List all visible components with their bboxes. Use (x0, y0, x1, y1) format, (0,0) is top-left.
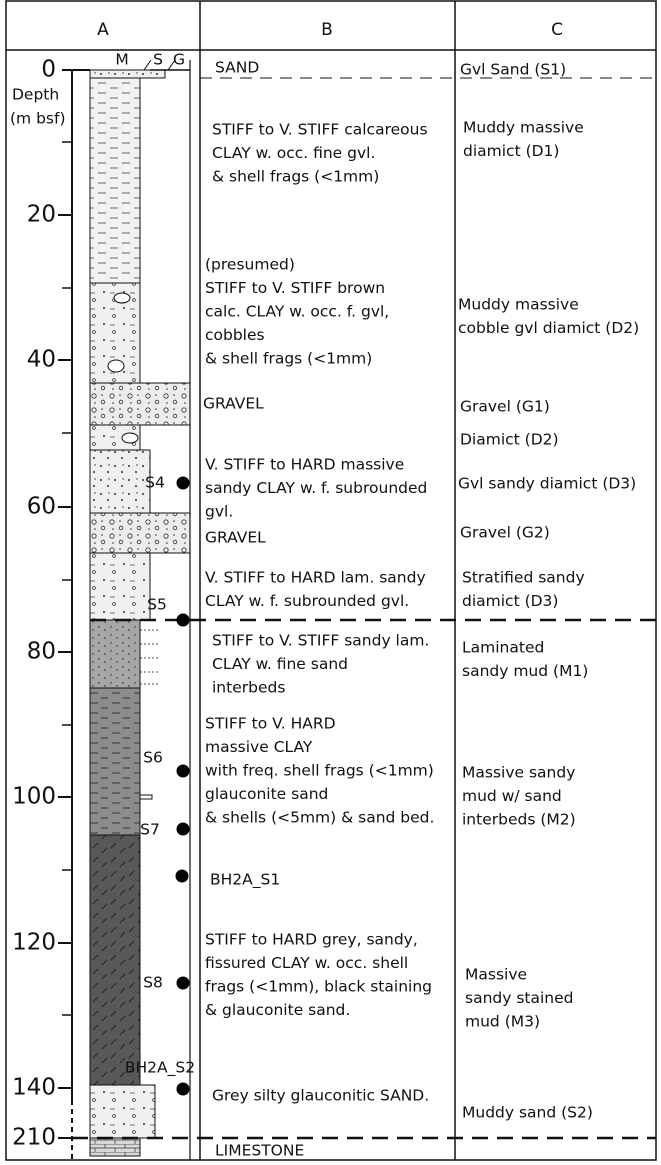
unit-line: Gvl Sand (S1) (460, 61, 566, 79)
sample-label: BH2A_S2 (125, 1059, 195, 1078)
description-line: (presumed) (205, 256, 295, 274)
unit-line: Gravel (G1) (460, 398, 550, 416)
description-line: Grey silty glauconitic SAND. (212, 1087, 429, 1105)
description-line: STIFF to V. STIFF calcareous (212, 121, 428, 139)
boundaries (72, 77, 656, 1140)
grain-size-label: M (115, 51, 128, 69)
description-line: frags (<1mm), black staining (205, 978, 432, 996)
description-line: CLAY w. fine sand (212, 655, 348, 673)
description-line: cobbles (205, 326, 265, 344)
sample-label: S6 (143, 749, 163, 767)
sample-marker (176, 1082, 190, 1096)
unit-line: cobble gvl diamict (D2) (458, 319, 639, 337)
axis-title: Depth (12, 86, 59, 104)
description-line: sandy CLAY w. f. subrounded (205, 479, 427, 497)
description-line: interbeds (212, 679, 285, 697)
unit-line: diamict (D1) (463, 142, 559, 160)
sample-marker (176, 613, 190, 627)
description-line: GRAVEL (205, 529, 266, 547)
depth-tick-label: 40 (27, 347, 56, 373)
description-line: & shell frags (<1mm) (212, 168, 379, 186)
description-line: massive CLAY (205, 738, 313, 756)
description-line: V. STIFF to HARD massive (205, 456, 404, 474)
description-line: LIMESTONE (215, 1142, 304, 1160)
unit-line: mud (M3) (465, 1013, 540, 1031)
description-line: glauconite sand (205, 785, 328, 803)
description-line: CLAY w. occ. fine gvl. (212, 144, 375, 162)
sample-label: BH2A_S1 (210, 871, 280, 890)
column-header: B (321, 20, 333, 40)
depth-tick-label: 60 (27, 494, 56, 520)
sample-label: S7 (140, 821, 160, 839)
unit-line: Massive (465, 966, 527, 984)
description-line: SAND (215, 59, 259, 77)
description-line: & glauconite sand. (205, 1001, 350, 1019)
description-line: STIFF to V. STIFF brown (205, 279, 385, 297)
sample-marker (176, 822, 190, 836)
grain-size-label: G (173, 51, 185, 69)
depth-tick-label: 120 (12, 930, 56, 956)
description-line: STIFF to V. STIFF sandy lam. (212, 632, 429, 650)
sample-marker (176, 976, 190, 990)
unit-line: mud w/ sand (462, 787, 562, 805)
column-header: C (551, 20, 563, 40)
sample-marker (175, 869, 189, 883)
unit-line: Muddy massive (463, 119, 584, 137)
unit-line: sandy stained (465, 989, 574, 1007)
description-line: STIFF to V. HARD (205, 715, 336, 733)
depth-tick-label: 20 (27, 202, 56, 228)
unit-line: interbeds (M2) (462, 811, 576, 829)
lithology-column (89, 59, 191, 1160)
axis-title: (m bsf) (10, 110, 66, 128)
description-line: V. STIFF to HARD lam. sandy (205, 569, 426, 587)
sample-marker (176, 476, 190, 490)
description-line: CLAY w. f. subrounded gvl. (205, 592, 409, 610)
unit-line: Gvl sandy diamict (D3) (458, 475, 636, 493)
unit-line: Massive sandy (462, 764, 575, 782)
description-line: calc. CLAY w. occ. f. gvl, (205, 303, 389, 321)
unit-line: Laminated (462, 639, 544, 657)
unit-line: Diamict (D2) (460, 431, 559, 449)
description-line: STIFF to HARD grey, sandy, (205, 931, 418, 949)
unit-line: sandy mud (M1) (462, 662, 588, 680)
unit-line: Muddy massive (458, 296, 579, 314)
sample-label: S8 (143, 974, 163, 992)
depth-tick-label: 80 (27, 639, 56, 665)
description-line: & shell frags (<1mm) (205, 350, 372, 368)
frame (5, 0, 657, 1161)
sample-label: S4 (145, 474, 165, 492)
depth-tick-label: 210 (12, 1125, 56, 1151)
description-line: with freq. shell frags (<1mm) (205, 762, 434, 780)
description-line: fissured CLAY w. occ. shell (205, 954, 408, 972)
unit-line: Gravel (G2) (460, 524, 550, 542)
description-line: GRAVEL (203, 395, 264, 413)
depth-tick-label: 100 (12, 784, 56, 810)
unit-line: Stratified sandy (462, 569, 585, 587)
column-header: A (97, 20, 109, 40)
depth-tick-label: 0 (41, 57, 56, 83)
grain-size-label: S (153, 51, 163, 69)
sample-label: S5 (147, 596, 167, 614)
depth-axis (62, 69, 90, 1160)
unit-line: diamict (D3) (462, 592, 558, 610)
depth-tick-label: 140 (12, 1075, 56, 1101)
sample-marker (176, 764, 190, 778)
unit-line: Muddy sand (S2) (462, 1104, 593, 1122)
description-line: gvl. (205, 503, 233, 521)
description-line: & shells (<5mm) & sand bed. (205, 809, 434, 827)
